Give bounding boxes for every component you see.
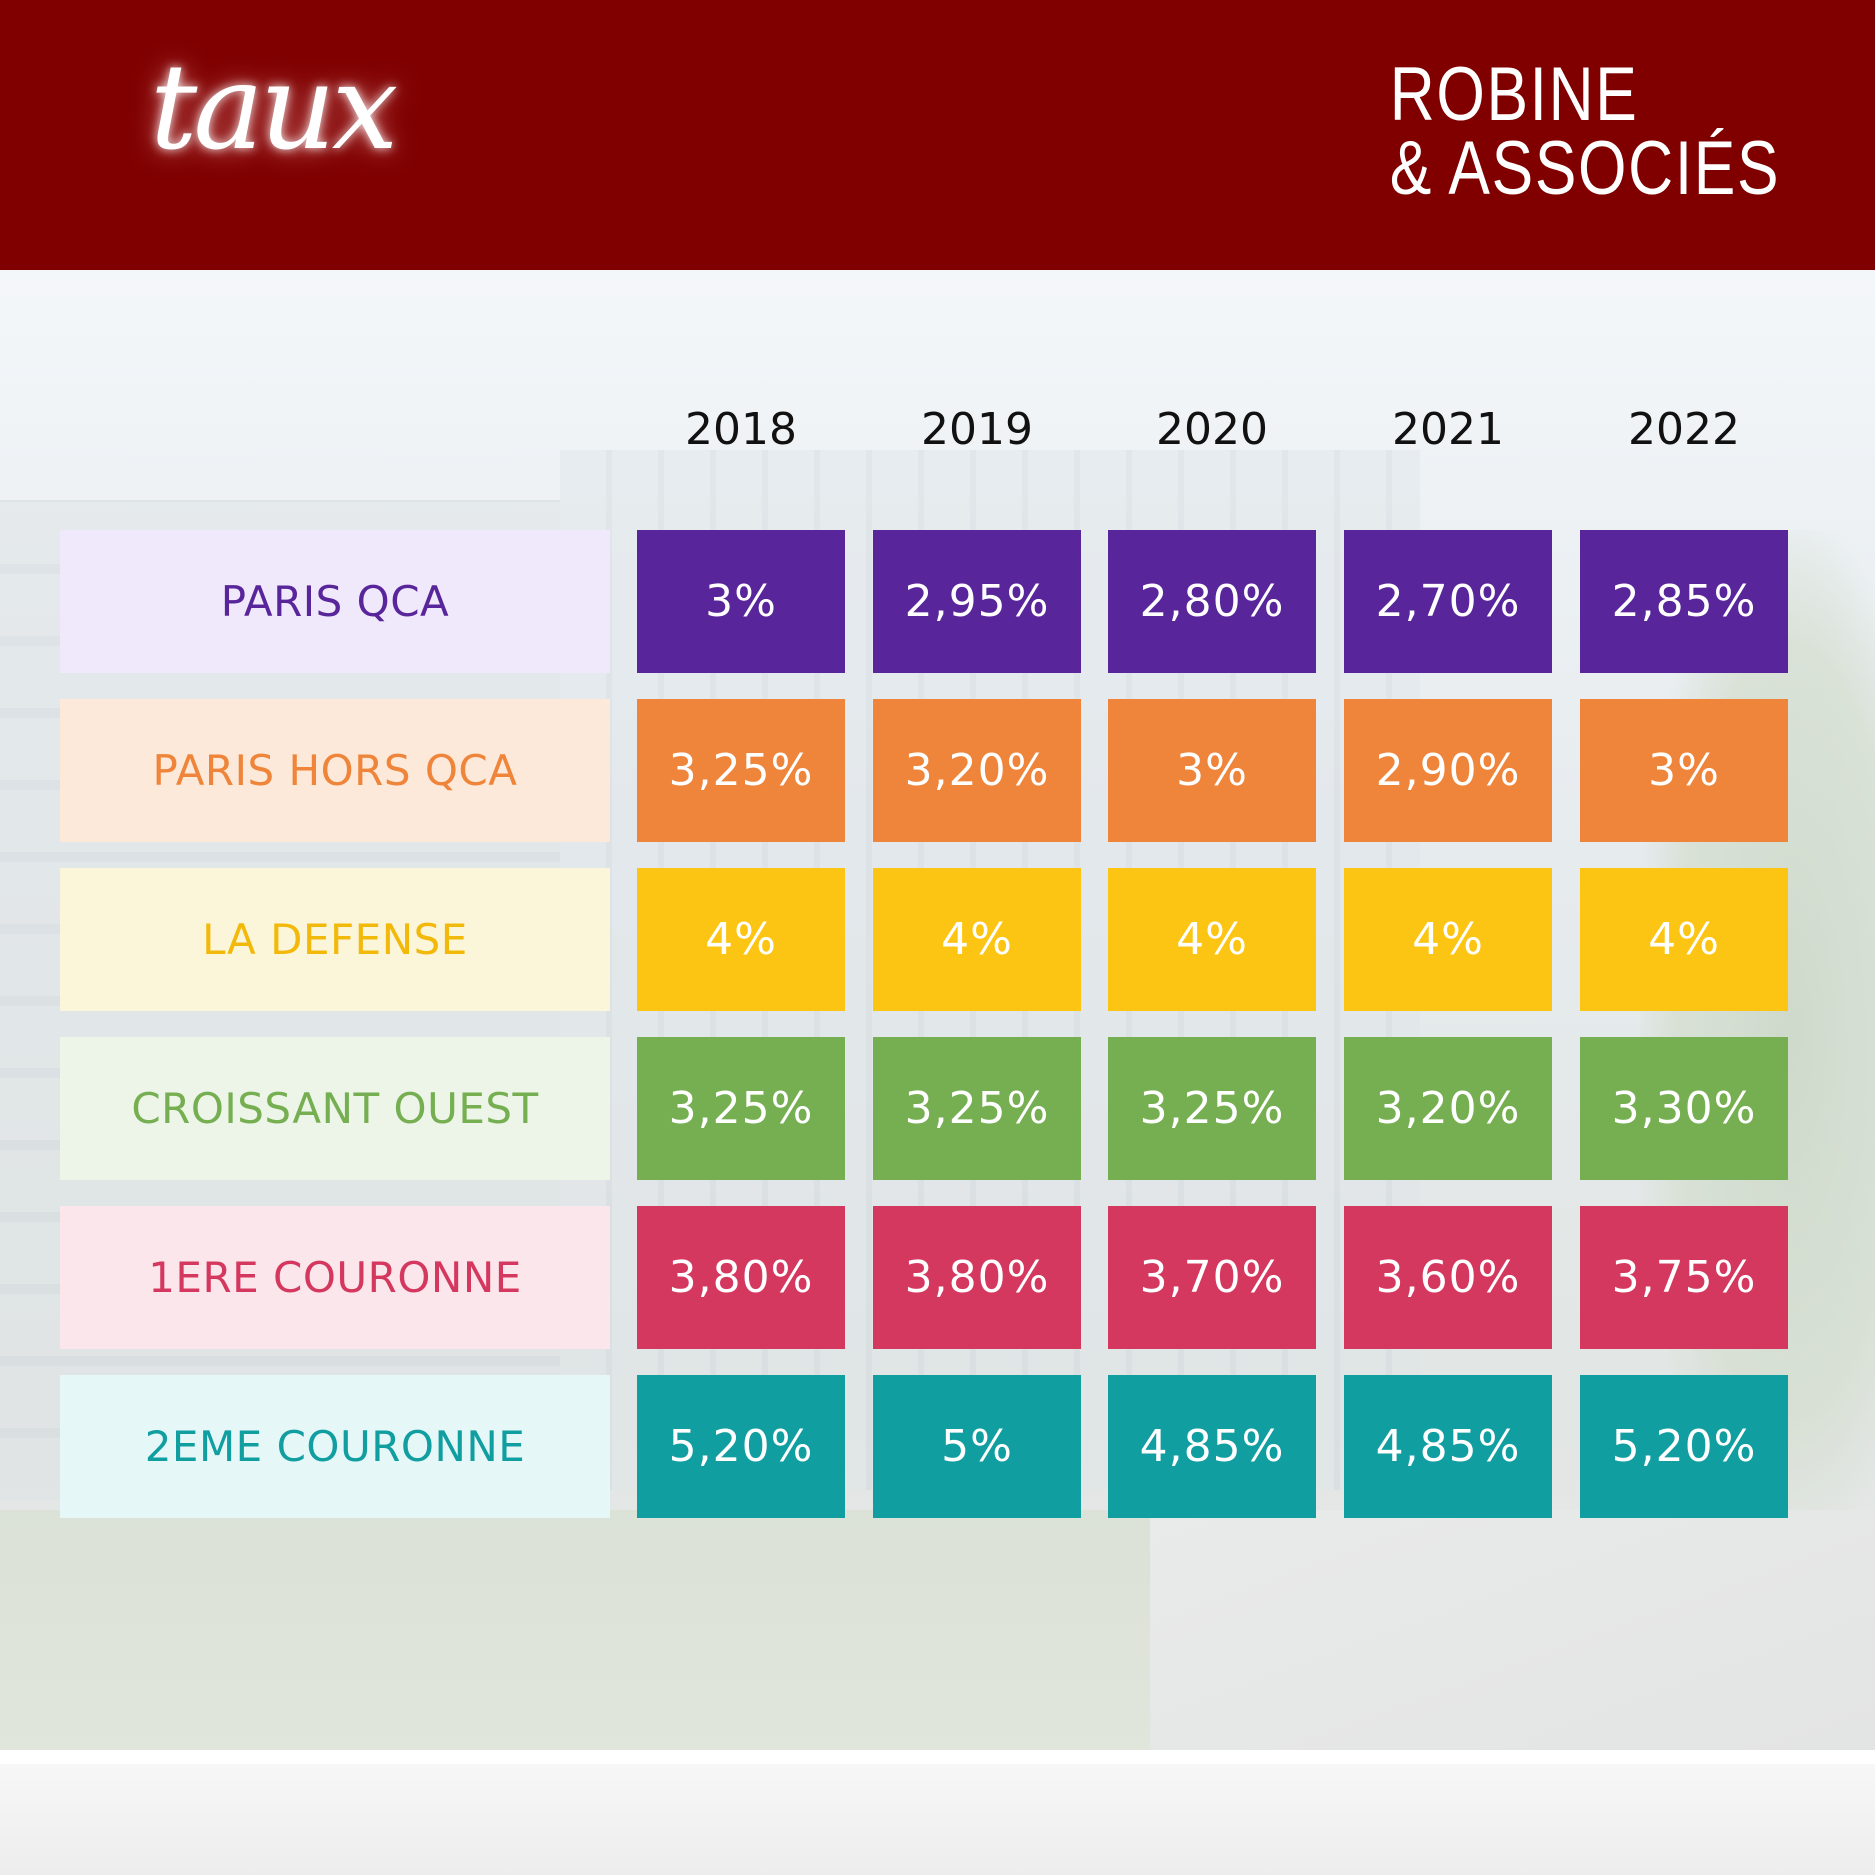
rate-cell-2eme-couronne-2022: 5,20% [1580,1375,1788,1518]
rate-cell-paris-qca-2018: 3% [637,530,845,673]
rate-cell-croissant-ouest-2022: 3,30% [1580,1037,1788,1180]
rate-cell-2eme-couronne-2020: 4,85% [1108,1375,1316,1518]
rate-cell-croissant-ouest-2019: 3,25% [873,1037,1081,1180]
rate-cell-paris-qca-2021: 2,70% [1344,530,1552,673]
rate-cell-2eme-couronne-2019: 5% [873,1375,1081,1518]
brand-line-2: & ASSOCIÉS [1389,126,1780,212]
rate-cell-la-defense-2022: 4% [1580,868,1788,1011]
rate-cell-la-defense-2021: 4% [1344,868,1552,1011]
rate-cell-paris-hors-qca-2020: 3% [1108,699,1316,842]
rate-cell-1ere-couronne-2022: 3,75% [1580,1206,1788,1349]
rate-cell-paris-qca-2020: 2,80% [1108,530,1316,673]
rate-cell-1ere-couronne-2021: 3,60% [1344,1206,1552,1349]
script-title: taux [150,38,398,176]
row-label-la-defense: LA DEFENSE [60,868,610,1011]
rate-cell-1ere-couronne-2018: 3,80% [637,1206,845,1349]
row-label-croissant-ouest: CROISSANT OUEST [60,1037,610,1180]
brand-line-1: ROBINE [1389,52,1639,137]
rate-cell-1ere-couronne-2020: 3,70% [1108,1206,1316,1349]
rate-cell-la-defense-2019: 4% [873,868,1081,1011]
row-label-paris-qca: PARIS QCA [60,530,610,673]
column-header-2020: 2020 [1156,404,1268,455]
row-label-1ere-couronne: 1ERE COURONNE [60,1206,610,1349]
rate-cell-la-defense-2020: 4% [1108,868,1316,1011]
rate-cell-croissant-ouest-2021: 3,20% [1344,1037,1552,1180]
footer-band [0,1750,1875,1875]
column-header-2018: 2018 [685,404,797,455]
column-header-2019: 2019 [921,404,1033,455]
column-header-2021: 2021 [1392,404,1504,455]
brand-logo: ROBINE & ASSOCIÉS [1389,52,1780,212]
rate-cell-paris-hors-qca-2018: 3,25% [637,699,845,842]
rate-cell-paris-qca-2019: 2,95% [873,530,1081,673]
rate-cell-2eme-couronne-2021: 4,85% [1344,1375,1552,1518]
rate-cell-1ere-couronne-2019: 3,80% [873,1206,1081,1349]
row-label-2eme-couronne: 2EME COURONNE [60,1375,610,1518]
rate-cell-paris-qca-2022: 2,85% [1580,530,1788,673]
rate-cell-croissant-ouest-2018: 3,25% [637,1037,845,1180]
rate-cell-croissant-ouest-2020: 3,25% [1108,1037,1316,1180]
rate-cell-paris-hors-qca-2021: 2,90% [1344,699,1552,842]
rate-cell-paris-hors-qca-2022: 3% [1580,699,1788,842]
background-path [1150,1510,1875,1750]
row-label-paris-hors-qca: PARIS HORS QCA [60,699,610,842]
rate-cell-2eme-couronne-2018: 5,20% [637,1375,845,1518]
rate-cell-la-defense-2018: 4% [637,868,845,1011]
background-tree [1640,530,1875,1530]
rate-cell-paris-hors-qca-2019: 3,20% [873,699,1081,842]
column-header-2022: 2022 [1628,404,1740,455]
header-banner: taux ROBINE & ASSOCIÉS [0,0,1875,270]
